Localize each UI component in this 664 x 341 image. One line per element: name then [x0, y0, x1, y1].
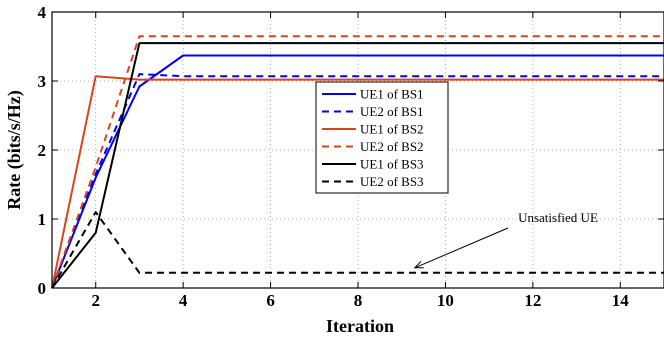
x-tick-label: 8 [354, 291, 363, 310]
legend-label: UE2 of BS2 [360, 139, 424, 154]
series-line-5 [51, 42, 664, 289]
x-tick-label: 12 [524, 291, 541, 310]
annotation-text: Unsatisfied UE [518, 210, 598, 225]
x-tick-label: 10 [437, 291, 454, 310]
legend: UE1 of BS1 UE2 of BS1 UE1 of BS2 UE2 of BS2… [315, 81, 449, 194]
x-tick-label: 14 [612, 291, 630, 310]
y-tick-label: 2 [38, 141, 47, 160]
legend-box [315, 81, 449, 194]
x-tick-label: 4 [179, 291, 188, 310]
y-tick-label: 0 [38, 279, 47, 298]
y-axis-title: Rate (bits/s/Hz) [4, 90, 25, 209]
series-lines [51, 35, 664, 289]
series-line-4 [51, 35, 664, 289]
legend-label: UE1 of BS2 [360, 122, 424, 137]
series-line-3 [51, 75, 664, 289]
legend-label: UE2 of BS1 [360, 104, 424, 119]
x-tick-label: 6 [266, 291, 275, 310]
x-tick-label: 2 [91, 291, 100, 310]
series-line-2 [51, 73, 664, 289]
legend-label: UE1 of BS1 [360, 87, 424, 102]
x-axis-title: Iteration [326, 316, 394, 336]
series-line-1 [51, 54, 664, 289]
annotation-arrowhead [413, 260, 424, 269]
y-tick-label: 4 [38, 3, 47, 22]
series-line-6 [51, 211, 664, 289]
y-tick-label: 1 [38, 210, 47, 229]
annotation-arrow [414, 227, 509, 269]
y-tick-label: 3 [38, 72, 47, 91]
legend-label: UE2 of BS3 [360, 174, 424, 189]
legend-label: UE1 of BS3 [360, 157, 424, 172]
annotations: Unsatisfied UE [413, 210, 598, 269]
